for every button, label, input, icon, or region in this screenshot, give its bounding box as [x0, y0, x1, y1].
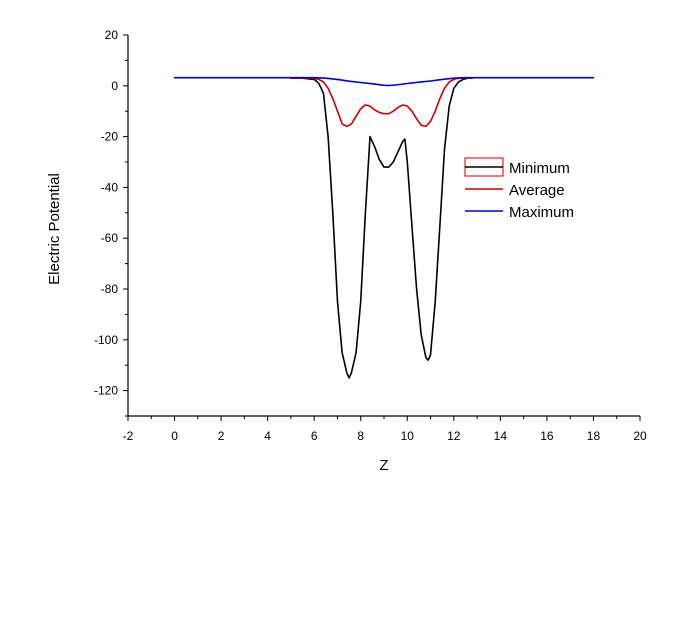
legend-label-average: Average — [509, 182, 565, 199]
x-tick-label: 12 — [447, 429, 461, 443]
y-axis-title: Electric Potential — [46, 173, 63, 285]
x-tick-label: 14 — [494, 429, 508, 443]
x-tick-label: 18 — [587, 429, 601, 443]
x-tick-label: 6 — [311, 429, 318, 443]
y-tick-label: -120 — [94, 384, 118, 398]
x-tick-label: 2 — [218, 429, 225, 443]
axes — [127, 35, 640, 417]
x-tick-label: 8 — [357, 429, 364, 443]
y-tick-label: 0 — [111, 79, 118, 93]
legend-label-maximum: Maximum — [509, 204, 574, 221]
y-tick-label: -100 — [94, 333, 118, 347]
y-tick-label: -40 — [101, 180, 119, 194]
series-line-minimum — [290, 77, 474, 379]
series-layer — [173, 76, 595, 379]
x-tick-label: -2 — [123, 429, 134, 443]
x-tick-label: 4 — [264, 429, 271, 443]
y-tick-label: -60 — [101, 231, 119, 245]
y-tick-label: 20 — [105, 28, 119, 42]
legend: Minimum Average Maximum — [464, 157, 574, 221]
legend-label-minimum: Minimum — [509, 160, 570, 177]
x-tick-label: 16 — [540, 429, 554, 443]
y-tick-label: -80 — [101, 282, 119, 296]
y-tick-label: -20 — [101, 130, 119, 144]
series-line-average — [290, 77, 474, 128]
x-ticks: -2 0 2 4 6 8 10 12 14 16 18 20 — [123, 416, 647, 443]
x-tick-label: 20 — [633, 429, 647, 443]
y-ticks: 20 0 -20 -40 -60 -80 -100 -120 — [94, 28, 128, 417]
x-tick-label: 10 — [401, 429, 415, 443]
series-line-maximum — [173, 76, 595, 87]
x-tick-label: 0 — [171, 429, 178, 443]
x-axis-title: Z — [379, 457, 388, 474]
